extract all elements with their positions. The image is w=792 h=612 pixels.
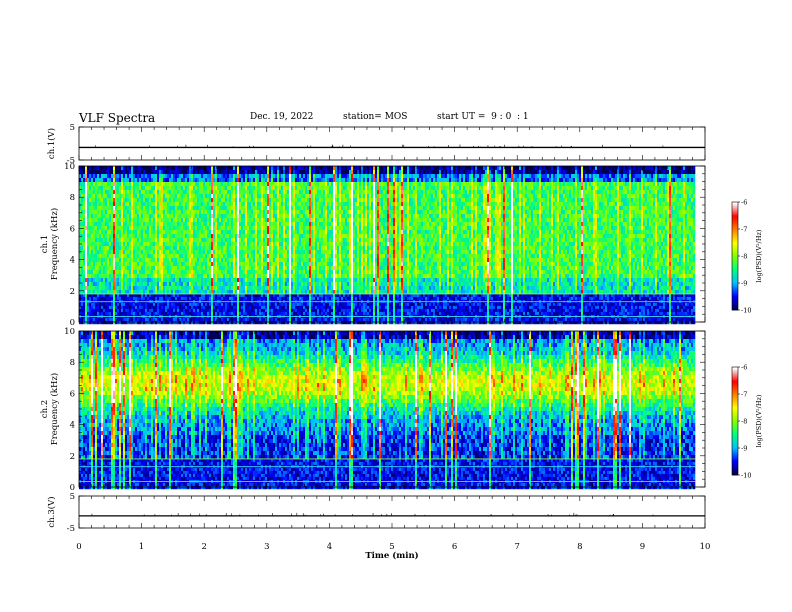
- xtick-label: 7: [514, 542, 519, 552]
- ch3v-ytick-label: -5: [67, 524, 75, 534]
- xtick-label: 4: [327, 542, 332, 552]
- ch1s-colorbar-tick-label: -8: [741, 253, 747, 261]
- ch1v-ylabel: ch.1(V): [46, 128, 57, 159]
- ch1s-ytick-label: 10: [64, 162, 75, 172]
- ch2s-ytick-label: 10: [64, 327, 75, 337]
- x-axis-label: Time (min): [365, 550, 418, 561]
- ch1s-ylabel-channel: ch.1: [40, 235, 50, 253]
- xtick-label: 0: [76, 542, 81, 552]
- ch1s-colorbar-tick-label: -6: [741, 199, 747, 207]
- ch2s-colorbar: [732, 367, 738, 475]
- ch2s-ylabel-freq: Frequency (kHz): [49, 373, 60, 445]
- ch2s-ytick-label: 6: [70, 389, 75, 399]
- ch2s-colorbar-label: log(PSD)(V²/Hz): [755, 394, 763, 447]
- ch1s-ylabel-freq: Frequency (kHz): [49, 208, 60, 280]
- ch1s-ytick-label: 8: [70, 193, 75, 203]
- ch1s-ytick-label: 4: [70, 256, 75, 266]
- xtick-label: 2: [201, 542, 206, 552]
- x-ticks: [79, 127, 705, 160]
- xtick-label: 10: [700, 542, 711, 552]
- xtick-label: 9: [640, 542, 645, 552]
- ch2s-ytick-label: 4: [70, 421, 75, 431]
- ch1s-colorbar-tick-label: -7: [741, 226, 747, 234]
- ch1s-colorbar-tick-label: -10: [741, 307, 751, 315]
- ch3v-ytick-label: 5: [70, 492, 75, 502]
- ch1s-heatmap: [79, 166, 695, 324]
- ch2s-colorbar-tick-label: -8: [741, 418, 747, 426]
- ch2s-ytick-label: 2: [70, 452, 75, 462]
- ch2s-colorbar-tick-label: -6: [741, 364, 747, 372]
- ch2s-ytick-label: 8: [70, 358, 75, 368]
- xtick-label: 1: [139, 542, 144, 552]
- xtick-label: 6: [452, 542, 457, 552]
- x-ticks: [79, 496, 705, 528]
- ch1v-ytick-label: 5: [70, 123, 75, 133]
- ch1s-colorbar-tick-label: -9: [741, 280, 747, 288]
- ch1s-ytick-label: 6: [70, 224, 75, 234]
- xtick-label: 3: [264, 542, 269, 552]
- ch2s-heatmap: [79, 331, 695, 489]
- ch1s-colorbar: [732, 202, 738, 310]
- xtick-label: 8: [577, 542, 582, 552]
- ch2s-colorbar-tick-label: -10: [741, 472, 751, 480]
- ch2s-colorbar-tick-label: -9: [741, 445, 747, 453]
- ch1s-ytick-label: 2: [70, 287, 75, 297]
- ch1s-colorbar-label: log(PSD)(V²/Hz): [755, 229, 763, 282]
- ch3v-ylabel: ch.3(V): [46, 496, 57, 527]
- ch2s-ylabel-channel: ch.2: [40, 400, 50, 418]
- ch2s-colorbar-tick-label: -7: [741, 391, 747, 399]
